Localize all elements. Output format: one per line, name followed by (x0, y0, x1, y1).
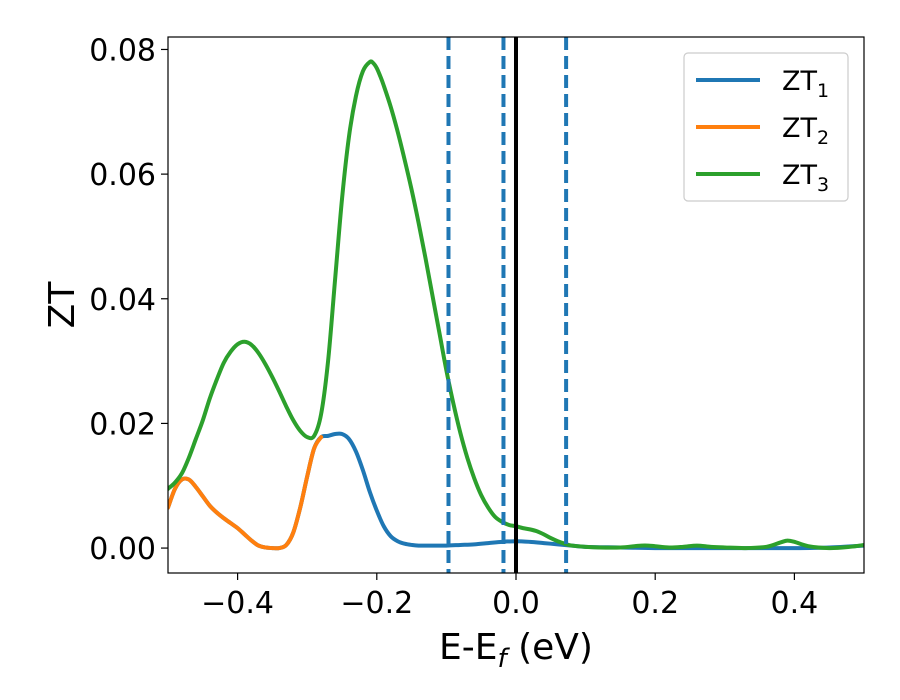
y-axis: 0.00 0.02 0.04 0.06 0.08 (89, 33, 168, 567)
x-tick-label: 0.0 (492, 586, 540, 621)
y-axis-label: ZT (42, 281, 83, 329)
legend-label-zt1: ZT1 (782, 66, 829, 102)
y-tick-label: 0.08 (89, 33, 156, 68)
legend-label-zt3: ZT3 (782, 160, 829, 196)
y-tick-label: 0.00 (89, 532, 156, 567)
x-tick-label: 0.2 (631, 586, 679, 621)
series-layer (168, 59, 864, 551)
x-tick-label: −0.4 (201, 586, 274, 621)
y-tick-label: 0.04 (89, 283, 156, 318)
legend-label-subscript: 2 (817, 127, 829, 149)
legend-box (683, 52, 849, 202)
legend-label-main: ZT (782, 66, 817, 97)
series-line-zt2 (168, 435, 324, 551)
x-tick-label: 0.4 (771, 586, 819, 621)
legend-label-main: ZT (782, 113, 817, 144)
x-axis: −0.4 −0.2 0.0 0.2 0.4 (201, 573, 818, 621)
x-axis-label-main: E-E (439, 627, 497, 668)
y-tick-label: 0.06 (89, 158, 156, 193)
y-tick-label: 0.02 (89, 407, 156, 442)
x-axis-label: E-Ef (eV) (439, 627, 593, 674)
legend-label-subscript: 3 (817, 174, 829, 196)
series-line-zt3 (168, 59, 864, 551)
legend-label-main: ZT (782, 160, 817, 191)
legend-label-subscript: 1 (817, 80, 829, 102)
reference-lines (446, 37, 569, 573)
x-axis-label-unit: (eV) (507, 627, 593, 668)
x-tick-label: −0.2 (340, 586, 413, 621)
legend-label-zt2: ZT2 (782, 113, 829, 149)
